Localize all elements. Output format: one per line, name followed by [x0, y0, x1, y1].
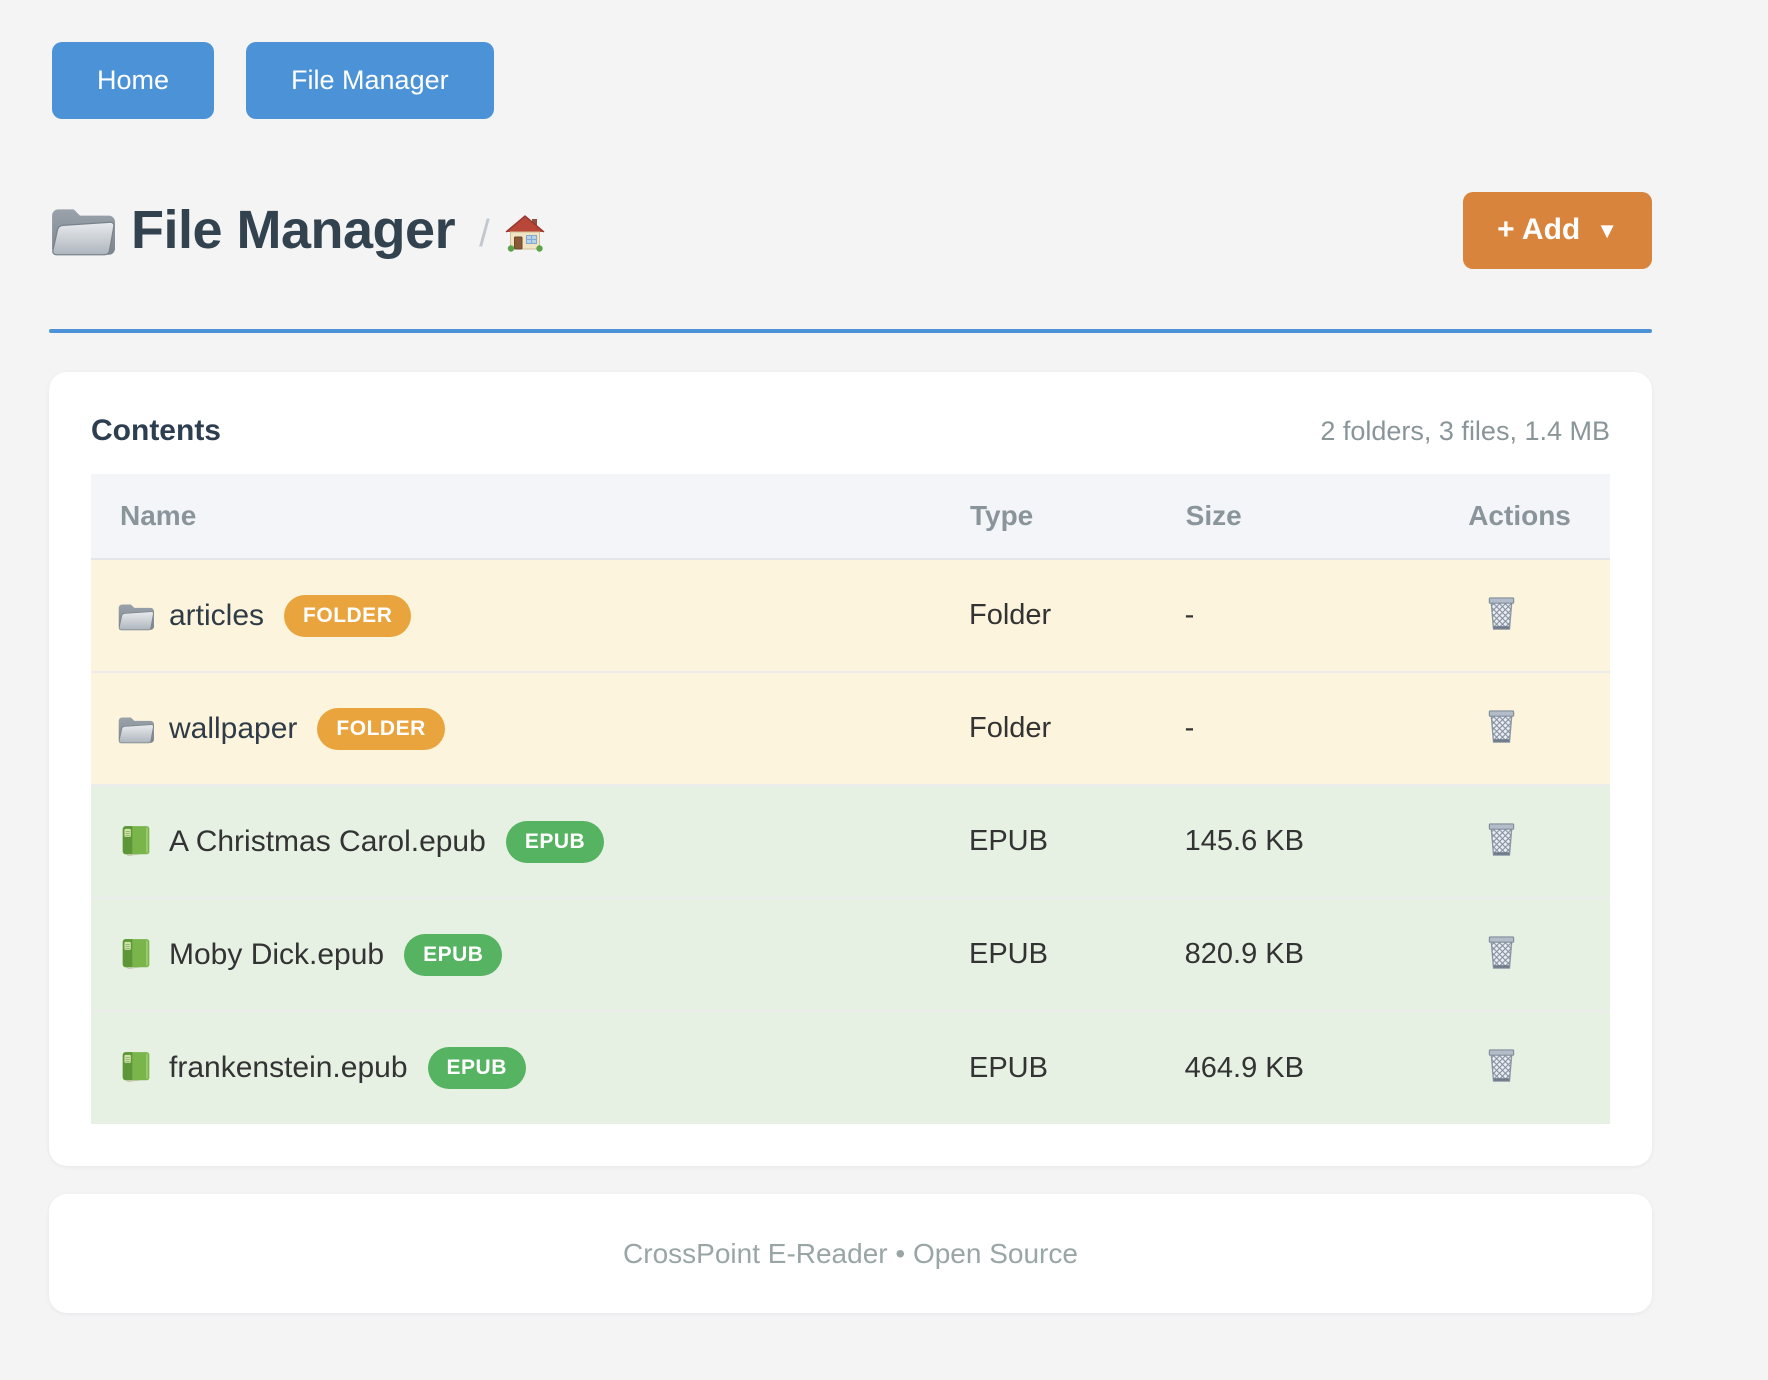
- panel-heading: Contents: [91, 414, 221, 447]
- table-row: wallpaper FOLDER Folder -: [91, 671, 1610, 785]
- table-row: articles FOLDER Folder -: [91, 558, 1610, 672]
- table-row: Moby Dick.epub EPUB EPUB 820.9 KB: [91, 897, 1610, 1011]
- type-badge: EPUB: [505, 820, 605, 863]
- section-divider: [49, 329, 1652, 333]
- trash-icon: [1485, 934, 1518, 971]
- trash-icon: [1485, 595, 1518, 632]
- trash-icon: [1485, 821, 1518, 858]
- page-content: Home File Manager File Manager / + Add ▼…: [49, 0, 1652, 1313]
- title-group: File Manager /: [49, 199, 546, 261]
- item-name: Moby Dick.epub: [169, 937, 385, 971]
- trash-icon: [1485, 708, 1518, 745]
- type-cell: Folder: [968, 558, 1185, 672]
- page-header: File Manager / + Add ▼: [49, 191, 1652, 269]
- home-icon[interactable]: [504, 214, 546, 256]
- book-icon: [117, 1051, 154, 1085]
- nav-file-manager-button[interactable]: File Manager: [246, 42, 494, 119]
- footer-text: CrossPoint E-Reader • Open Source: [623, 1237, 1078, 1269]
- files-table: Name Type Size Actions articles FOLDER F…: [91, 474, 1610, 1124]
- column-header-size: Size: [1184, 474, 1468, 559]
- item-name: A Christmas Carol.epub: [169, 824, 486, 858]
- page-title: File Manager: [131, 200, 456, 260]
- type-cell: EPUB: [968, 784, 1185, 898]
- delete-button[interactable]: [1485, 1047, 1518, 1084]
- type-badge: EPUB: [404, 933, 503, 976]
- item-name[interactable]: articles: [169, 598, 265, 632]
- table-header-row: Name Type Size Actions: [91, 474, 1610, 559]
- type-cell: EPUB: [968, 897, 1185, 1011]
- column-header-actions: Actions: [1467, 474, 1610, 559]
- table-row: frankenstein.epub EPUB EPUB 464.9 KB: [91, 1010, 1610, 1124]
- size-cell: -: [1184, 558, 1468, 672]
- contents-panel: Contents 2 folders, 3 files, 1.4 MB Name…: [49, 372, 1652, 1166]
- column-header-type: Type: [968, 474, 1185, 559]
- add-button-label: + Add: [1497, 213, 1581, 246]
- delete-button[interactable]: [1485, 934, 1518, 971]
- size-cell: 145.6 KB: [1184, 784, 1468, 898]
- column-header-name: Name: [91, 474, 969, 559]
- panel-header: Contents 2 folders, 3 files, 1.4 MB: [91, 414, 1610, 448]
- size-cell: 820.9 KB: [1184, 897, 1468, 1011]
- trash-icon: [1485, 1047, 1518, 1084]
- book-icon: [117, 938, 154, 972]
- contents-summary: 2 folders, 3 files, 1.4 MB: [1320, 416, 1610, 446]
- top-nav: Home File Manager: [52, 0, 1652, 119]
- add-button[interactable]: + Add ▼: [1463, 191, 1652, 269]
- table-row: A Christmas Carol.epub EPUB EPUB 145.6 K…: [91, 784, 1610, 898]
- item-name: frankenstein.epub: [169, 1051, 408, 1084]
- type-badge: FOLDER: [284, 594, 412, 637]
- size-cell: 464.9 KB: [1184, 1010, 1468, 1124]
- folder-icon: [117, 599, 154, 633]
- book-icon: [117, 825, 154, 859]
- size-cell: -: [1184, 671, 1468, 785]
- delete-button[interactable]: [1485, 821, 1518, 858]
- breadcrumb-separator: /: [479, 212, 490, 255]
- page-footer: CrossPoint E-Reader • Open Source: [49, 1194, 1652, 1313]
- delete-button[interactable]: [1485, 708, 1518, 745]
- item-name[interactable]: wallpaper: [169, 711, 298, 745]
- type-cell: Folder: [968, 671, 1185, 785]
- type-badge: FOLDER: [317, 707, 445, 750]
- caret-down-icon: ▼: [1596, 218, 1618, 243]
- folder-icon: [117, 712, 154, 746]
- delete-button[interactable]: [1485, 595, 1518, 632]
- type-cell: EPUB: [968, 1010, 1185, 1124]
- type-badge: EPUB: [427, 1047, 526, 1089]
- nav-home-button[interactable]: Home: [52, 42, 215, 119]
- folder-icon: [49, 201, 115, 259]
